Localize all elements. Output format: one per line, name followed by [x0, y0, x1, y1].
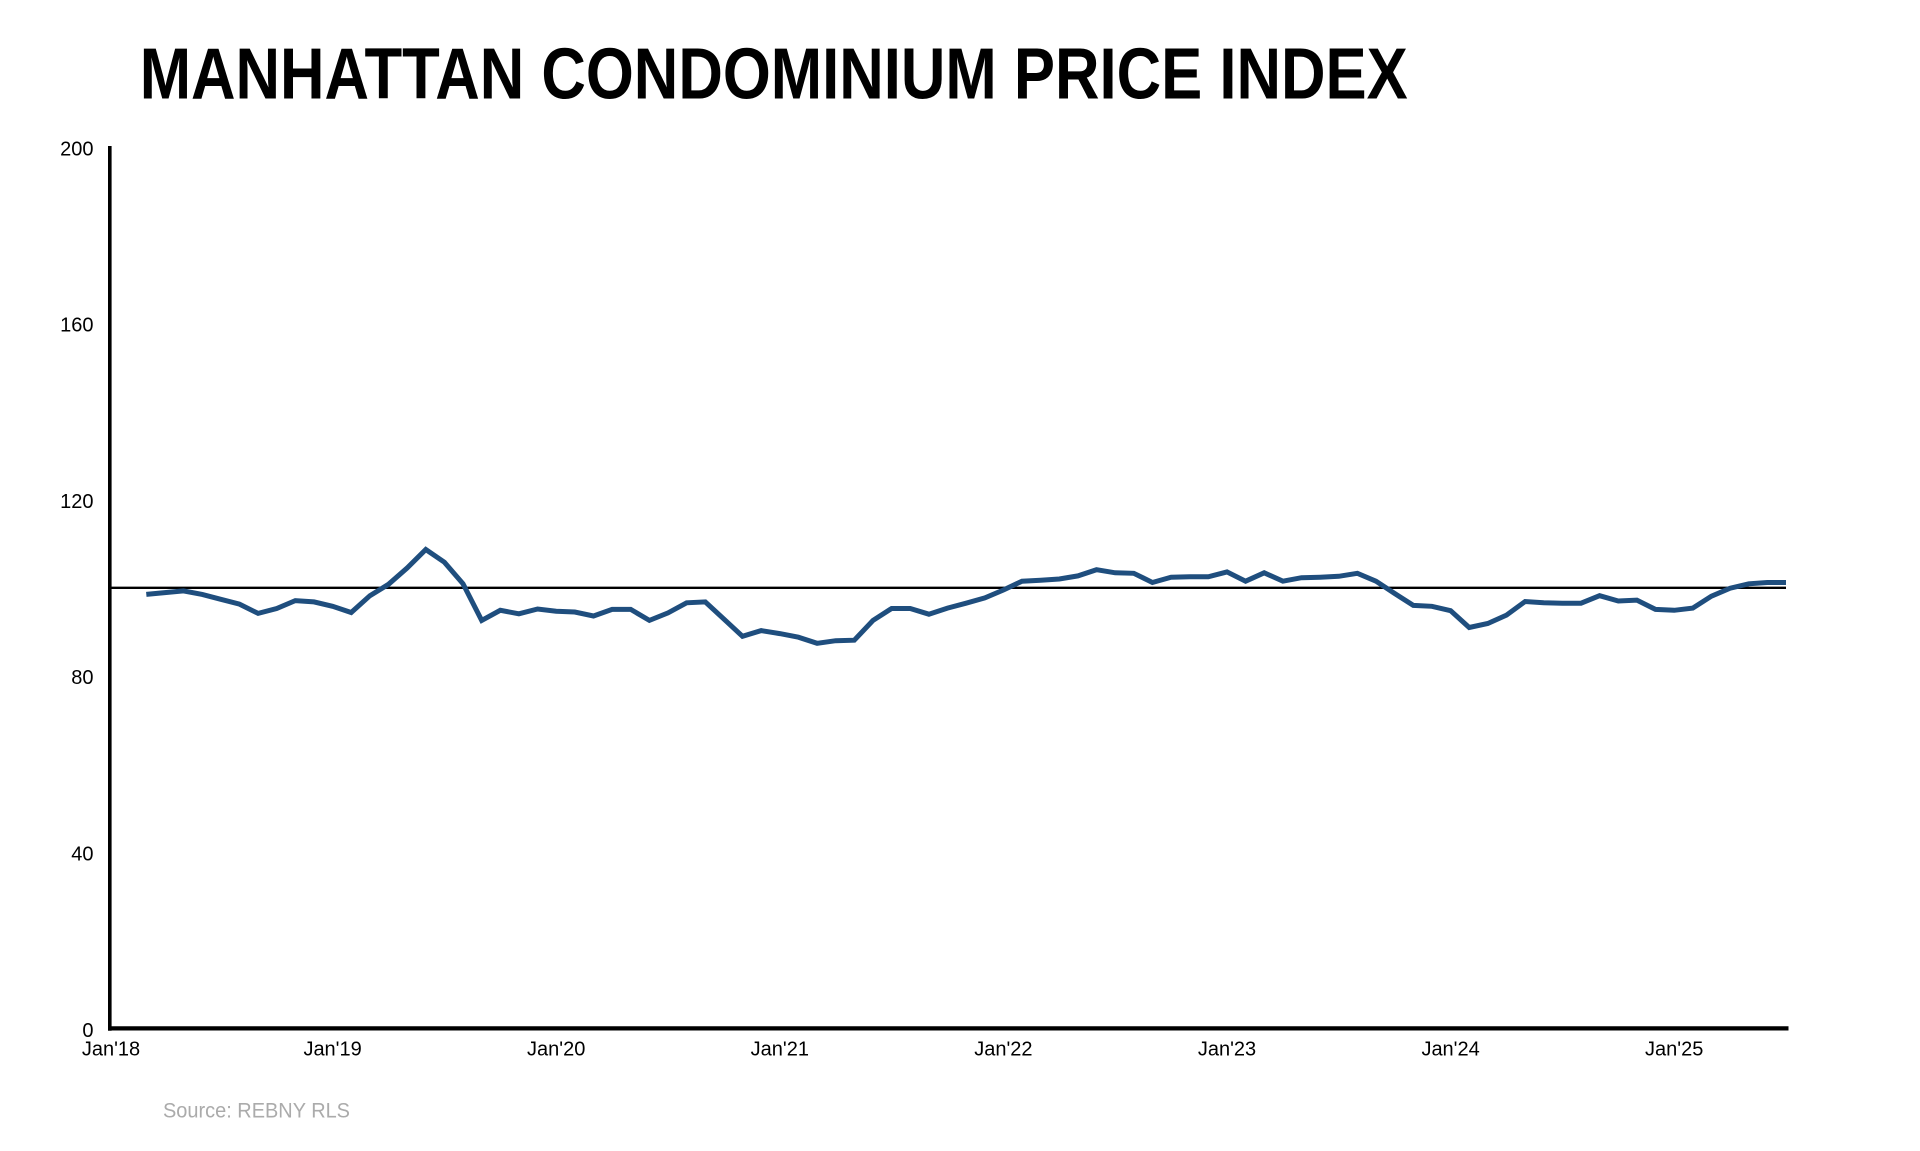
svg-text:Jan'24: Jan'24 [1421, 1039, 1479, 1061]
svg-text:160: 160 [60, 315, 93, 337]
svg-text:MANHATTAN CONDOMINIUM PRICE IN: MANHATTAN CONDOMINIUM PRICE INDEX [140, 35, 1408, 115]
svg-text:0: 0 [82, 1020, 93, 1042]
svg-text:Jan'18: Jan'18 [82, 1039, 140, 1061]
svg-text:Jan'20: Jan'20 [527, 1039, 585, 1061]
svg-text:120: 120 [60, 491, 93, 513]
svg-text:Jan'22: Jan'22 [974, 1039, 1032, 1061]
svg-text:Jan'21: Jan'21 [751, 1039, 809, 1061]
svg-text:Source: REBNY RLS: Source: REBNY RLS [163, 1099, 350, 1123]
svg-text:80: 80 [71, 667, 93, 689]
svg-text:Jan'19: Jan'19 [303, 1039, 361, 1061]
svg-text:200: 200 [60, 138, 93, 160]
svg-text:Jan'23: Jan'23 [1198, 1039, 1256, 1061]
svg-text:Jan'25: Jan'25 [1645, 1039, 1703, 1061]
svg-text:40: 40 [71, 844, 93, 866]
